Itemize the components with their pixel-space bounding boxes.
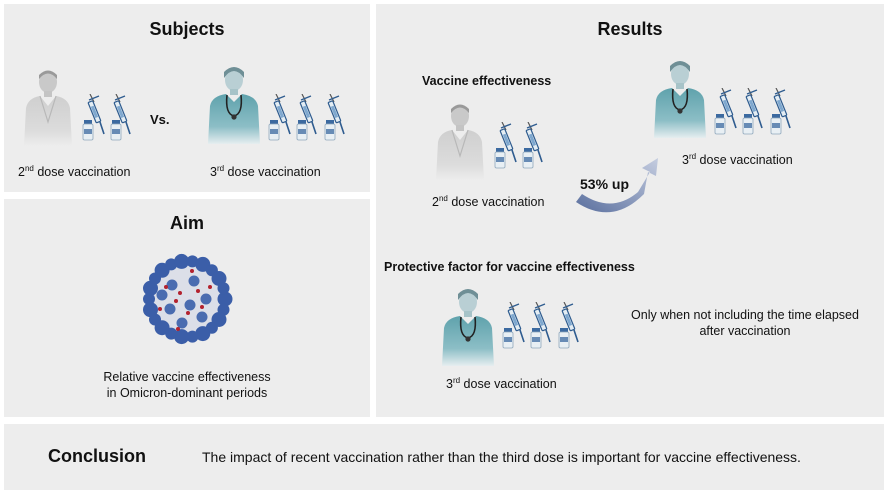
ordinal: 3 xyxy=(210,165,217,180)
caption-text: dose vaccination xyxy=(447,195,545,210)
protective-factor-label: Protective factor for vaccine effectiven… xyxy=(384,260,635,274)
results-second-dose-vials-syringes-icon xyxy=(494,122,543,169)
aim-caption-line1: Relative vaccine effectiveness xyxy=(103,370,271,384)
ordinal: 2 xyxy=(432,195,439,210)
ordinal-suffix: rd xyxy=(452,376,461,385)
protective-person-icon xyxy=(441,288,495,367)
versus-label: Vs. xyxy=(150,112,170,127)
subjects-second-dose-caption: 2nd dose vaccination xyxy=(18,164,130,179)
subjects-title: Subjects xyxy=(149,19,225,39)
second-dose-person-icon xyxy=(23,69,73,147)
results-second-dose-caption: 2nd dose vaccination xyxy=(432,194,544,209)
caption-text: dose vaccination xyxy=(224,165,321,180)
protective-note-line2: after vaccination xyxy=(699,324,791,338)
vaccine-effectiveness-label: Vaccine effectiveness xyxy=(422,74,552,88)
aim-title: Aim xyxy=(169,213,204,233)
ordinal: 3 xyxy=(446,377,453,392)
results-third-dose-person-icon xyxy=(653,60,707,139)
second-dose-vials-syringes-icon xyxy=(82,94,131,141)
ordinal-suffix: rd xyxy=(216,164,225,173)
results-panel: Results Vaccine effectiveness 2nd dose v… xyxy=(376,4,884,417)
results-second-dose-person-icon xyxy=(435,103,485,181)
conclusion-title: Conclusion xyxy=(48,446,146,466)
protective-third-dose-caption: 3rd dose vaccination xyxy=(446,376,557,391)
ordinal-suffix: nd xyxy=(438,194,448,203)
ordinal-suffix: rd xyxy=(688,152,697,161)
third-dose-vials-syringes-icon xyxy=(268,94,345,141)
conclusion-text: The impact of recent vaccination rather … xyxy=(202,449,801,465)
aim-panel: Aim Relative vaccine effectiveness in Om… xyxy=(4,199,370,417)
ordinal: 3 xyxy=(682,153,689,168)
increase-arrow-icon xyxy=(576,158,658,213)
results-third-dose-vials-syringes-icon xyxy=(714,88,791,135)
results-third-dose-caption: 3rd dose vaccination xyxy=(682,152,793,167)
increase-label: 53% up xyxy=(580,176,630,192)
protective-vials-syringes-icon xyxy=(502,302,579,349)
conclusion-panel: Conclusion The impact of recent vaccinat… xyxy=(4,424,884,490)
subjects-third-dose-caption: 3rd dose vaccination xyxy=(210,164,321,179)
third-dose-person-icon xyxy=(207,66,261,145)
results-title: Results xyxy=(597,19,663,39)
caption-text: dose vaccination xyxy=(460,377,557,392)
aim-caption-line2: in Omicron-dominant periods xyxy=(106,386,268,400)
virus-icon xyxy=(143,253,233,345)
caption-text: dose vaccination xyxy=(33,165,131,180)
protective-note-line1: Only when not including the time elapsed xyxy=(631,308,859,322)
ordinal-suffix: nd xyxy=(24,164,34,173)
caption-text: dose vaccination xyxy=(696,153,793,168)
subjects-panel: Subjects Vs. 2nd dose vaccination 3rd do… xyxy=(4,4,370,192)
ordinal: 2 xyxy=(18,165,25,180)
